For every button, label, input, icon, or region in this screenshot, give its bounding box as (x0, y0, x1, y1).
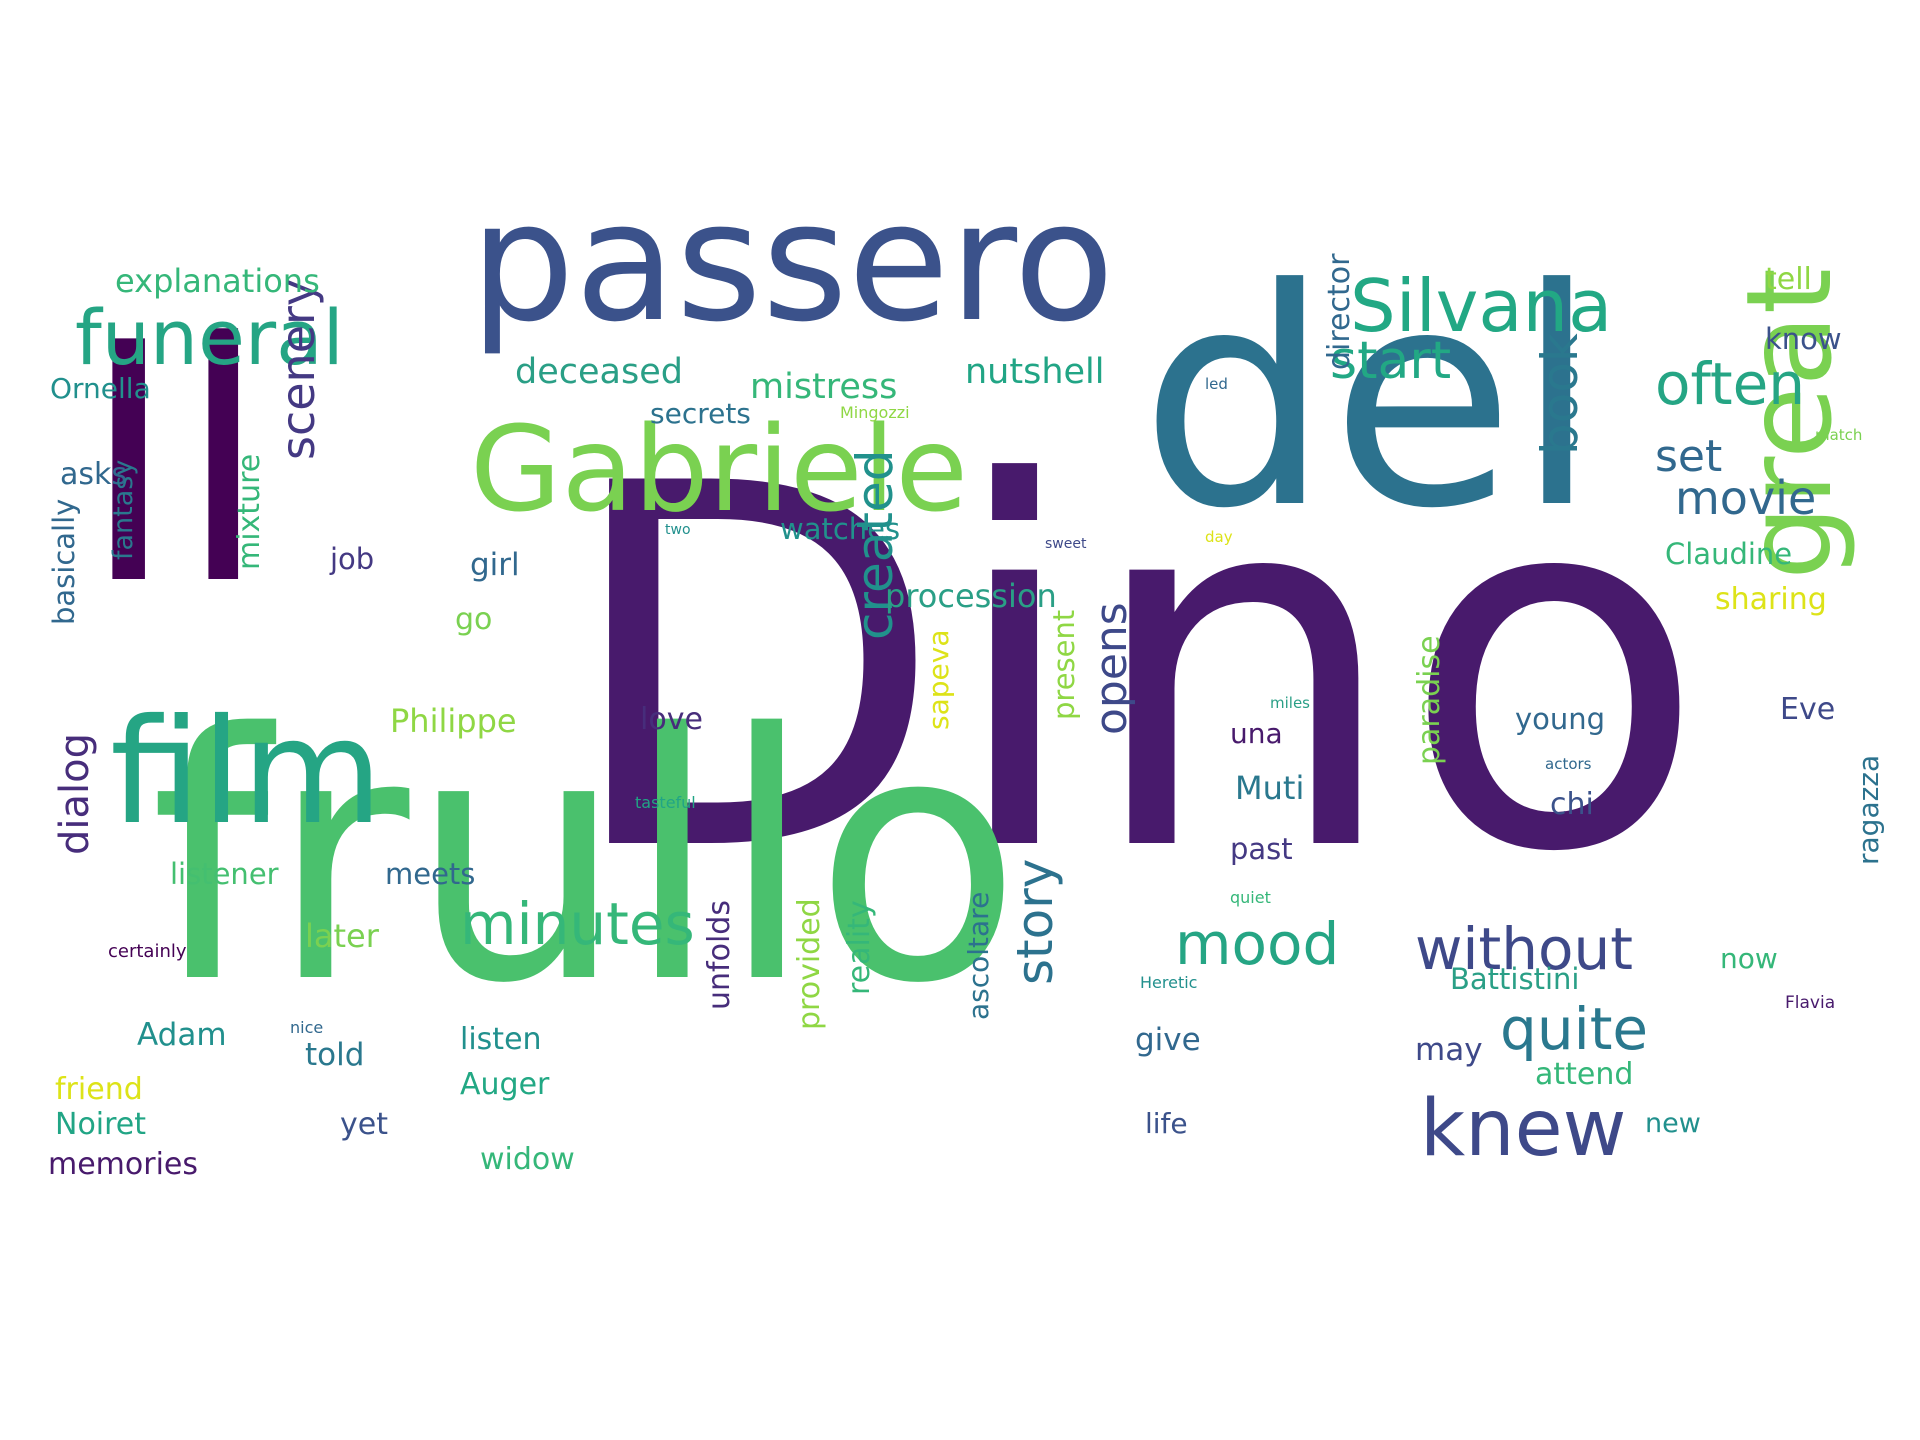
word-il: Il (80, 273, 270, 657)
word-sweet: sweet (1045, 536, 1087, 552)
word-mood: mood (1175, 910, 1340, 978)
word-fantasy: fantasy (108, 459, 139, 560)
word-deceased: deceased (515, 352, 683, 392)
word-actors: actors (1545, 755, 1592, 773)
word-scenery: scenery (271, 278, 325, 460)
word-job: job (330, 542, 375, 576)
word-past: past (1230, 832, 1293, 866)
word-dialog: dialog (52, 733, 98, 855)
word-nutshell: nutshell (965, 352, 1105, 392)
word-certainly: certainly (108, 941, 187, 962)
word-battistini: Battistini (1450, 962, 1580, 996)
word-quite: quite (1500, 995, 1649, 1063)
word-ragazza: ragazza (1852, 754, 1885, 865)
word-heretic: Heretic (1140, 973, 1198, 992)
word-often: often (1655, 350, 1806, 418)
word-unfolds: unfolds (702, 900, 737, 1010)
word-friend: friend (55, 1072, 143, 1107)
word-great: great (1720, 268, 1858, 580)
word-present: present (1047, 609, 1081, 720)
word-told: told (305, 1037, 365, 1073)
word-listen: listen (460, 1022, 542, 1057)
word-mixture: mixture (232, 453, 267, 570)
word-philippe: Philippe (390, 702, 517, 740)
word-del: del (1140, 225, 1599, 574)
word-love: love (640, 702, 703, 737)
word-watches: watches (780, 512, 901, 546)
word-provided: provided (792, 898, 827, 1030)
word-mistress: mistress (750, 367, 898, 407)
word-new: new (1645, 1108, 1701, 1139)
word-eve: Eve (1780, 692, 1836, 727)
word-know: know (1765, 322, 1842, 356)
word-two: two (665, 522, 691, 538)
word-go: go (455, 602, 493, 637)
word-quiet: quiet (1230, 888, 1271, 907)
word-ascoltare: ascoltare (962, 891, 995, 1020)
word-frullo: frullo (150, 662, 1022, 1058)
word-procession: procession (885, 577, 1057, 615)
word-without: without (1415, 915, 1634, 983)
word-movie: movie (1675, 471, 1817, 525)
word-basically: basically (47, 498, 81, 625)
word-claudine: Claudine (1665, 537, 1793, 571)
word-mingozzi: Mingozzi (840, 403, 910, 422)
word-auger: Auger (460, 1067, 550, 1102)
word-listener: listener (170, 857, 279, 891)
word-asks: asks (60, 457, 128, 492)
word-flavia: Flavia (1785, 993, 1836, 1013)
word-may: may (1415, 1032, 1483, 1068)
word-muti: Muti (1235, 769, 1305, 807)
word-memories: memories (48, 1147, 199, 1182)
word-chi: chi (1550, 787, 1594, 822)
word-day: day (1205, 528, 1233, 546)
word-minutes: minutes (460, 890, 695, 958)
word-reality: reality (842, 900, 877, 995)
word-led: led (1205, 375, 1228, 393)
word-set: set (1655, 431, 1723, 482)
word-meets: meets (385, 857, 476, 891)
word-tasteful: tasteful (635, 793, 696, 812)
word-now: now (1720, 942, 1778, 975)
word-match: match (1815, 426, 1863, 444)
word-widow: widow (480, 1142, 575, 1177)
word-una: una (1230, 717, 1283, 750)
word-life: life (1145, 1107, 1188, 1140)
word-silvana: Silvana (1350, 264, 1613, 348)
word-director: director (1322, 253, 1357, 370)
word-miles: miles (1270, 694, 1310, 712)
word-give: give (1135, 1022, 1201, 1058)
word-yet: yet (340, 1107, 388, 1142)
word-start: start (1330, 331, 1452, 391)
word-passero: passero (470, 166, 1115, 358)
word-adam: Adam (137, 1017, 227, 1053)
word-story: story (1006, 858, 1064, 985)
word-noiret: Noiret (55, 1107, 147, 1142)
word-sapeva: sapeva (922, 629, 955, 730)
word-girl: girl (470, 547, 520, 583)
word-dino: Dino (560, 379, 1707, 961)
word-book: book (1531, 333, 1589, 455)
word-later: later (305, 917, 379, 955)
word-secrets: secrets (650, 397, 751, 430)
word-opens: opens (1086, 602, 1137, 735)
word-film: film (110, 688, 383, 857)
word-gabriele: Gabriele (470, 400, 968, 538)
word-attend: attend (1535, 1057, 1634, 1092)
word-paradise: paradise (1412, 635, 1447, 765)
word-young: young (1515, 702, 1606, 736)
word-tell: tell (1765, 262, 1812, 297)
word-funeral: funeral (75, 293, 344, 382)
word-explanations: explanations (115, 262, 320, 300)
word-knew: knew (1420, 1084, 1627, 1174)
word-nice: nice (290, 1018, 324, 1037)
word-ornella: Ornella (50, 372, 151, 405)
word-sharing: sharing (1715, 582, 1827, 617)
